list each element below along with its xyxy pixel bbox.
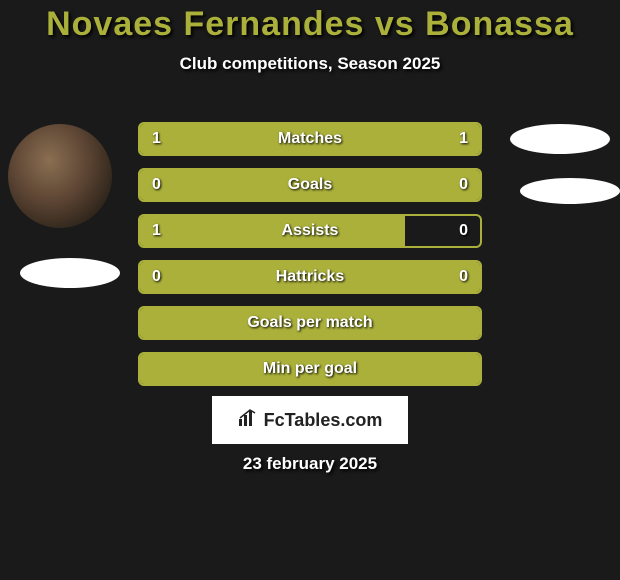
stat-label: Goals <box>140 176 480 194</box>
stat-row: 00Hattricks <box>138 260 482 294</box>
stat-label: Min per goal <box>140 360 480 378</box>
player-left-club-logo <box>20 258 120 288</box>
stat-row: Min per goal <box>138 352 482 386</box>
stat-row: 00Goals <box>138 168 482 202</box>
stat-label: Hattricks <box>140 268 480 286</box>
brand-text: FcTables.com <box>264 410 383 431</box>
player-right-club-logo <box>510 124 610 154</box>
stat-row: 11Matches <box>138 122 482 156</box>
brand-chart-icon <box>238 407 260 433</box>
brand-box: FcTables.com <box>212 396 408 444</box>
page-subtitle: Club competitions, Season 2025 <box>0 54 620 74</box>
stat-row: Goals per match <box>138 306 482 340</box>
stat-label: Assists <box>140 222 480 240</box>
player-left-avatar <box>8 124 112 228</box>
date-label: 23 february 2025 <box>0 454 620 474</box>
stat-label: Goals per match <box>140 314 480 332</box>
stat-row: 10Assists <box>138 214 482 248</box>
stat-label: Matches <box>140 130 480 148</box>
page-title: Novaes Fernandes vs Bonassa <box>0 5 620 44</box>
comparison-bars: 11Matches 00Goals 10Assists 00Hattricks Goal… <box>138 122 482 398</box>
player-right-club-logo-2 <box>520 178 620 204</box>
